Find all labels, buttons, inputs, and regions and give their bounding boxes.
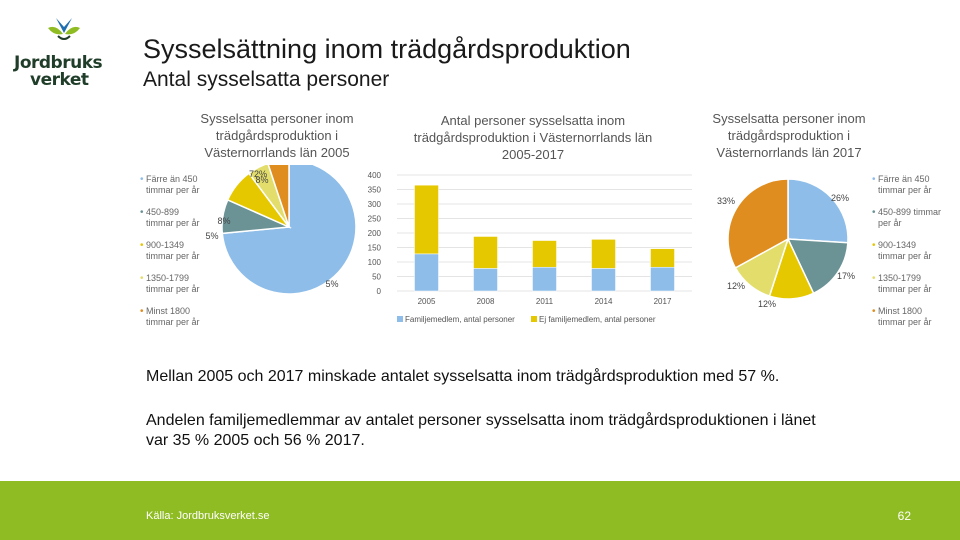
- pie-value-label: 17%: [837, 271, 855, 281]
- bar-segment: [414, 253, 439, 292]
- stacked-bar-chart: 0 50 100 150 200 250 300 350 400 2005 2008 2011 2014…: [368, 171, 692, 324]
- x-tick-label: 2014: [595, 297, 613, 306]
- pie-slice: [267, 165, 290, 228]
- legend-label: Ej familjemedlem, antal personer: [539, 315, 656, 324]
- legend-label: Familjemedlem, antal personer: [405, 315, 515, 324]
- legend-item: Minst 1800 timmar per år: [140, 306, 208, 328]
- pie-2017-title: Sysselsatta personer inom trädgårdsprodu…: [712, 111, 866, 160]
- legend-item: Färre än 450 timmar per år: [872, 174, 944, 196]
- pie-slice: [786, 238, 849, 295]
- pie-chart-2005: 72%8%8%5%5%: [205, 165, 357, 295]
- pie-value-label: 8%: [217, 216, 230, 226]
- logo-line1: Jordbruks: [14, 53, 103, 73]
- pie-value-label: 5%: [205, 231, 218, 241]
- y-tick-label: 50: [372, 273, 381, 282]
- bar-segment: [532, 240, 557, 268]
- legend-item: 450-899 timmar per år: [872, 207, 944, 229]
- legend-item: Minst 1800 timmar per år: [872, 306, 944, 328]
- pie-value-label: 33%: [717, 196, 735, 206]
- bar-segment: [532, 266, 557, 292]
- legend-item: 1350-1799 timmar per år: [140, 273, 208, 295]
- bar-chart-title: Antal personer sysselsatta inom trädgård…: [413, 113, 653, 162]
- pie-value-label: 72%: [249, 169, 267, 179]
- pie-value-label: 5%: [325, 279, 338, 289]
- x-tick-label: 2011: [536, 297, 554, 306]
- legend-swatch: [531, 316, 537, 322]
- pie-2005-legend: Färre än 450 timmar per år 450-899 timma…: [140, 174, 208, 339]
- pie-2005-title: Sysselsatta personer inom trädgårdsprodu…: [200, 111, 354, 160]
- jordbruksverket-logo: Jordbruks verket: [14, 14, 124, 89]
- x-tick-label: 2005: [418, 297, 436, 306]
- logo-leaf-icon: [48, 18, 80, 40]
- pie-slice: [727, 178, 789, 269]
- note-family-share-line1: Andelen familjemedlemmar av antalet pers…: [146, 412, 816, 429]
- bar-segment: [473, 236, 498, 269]
- bar-segment: [650, 248, 675, 268]
- pie-chart-2017: 26% 17% 12% 12% 33%: [717, 178, 855, 309]
- y-tick-label: 100: [368, 258, 382, 267]
- y-tick-label: 250: [368, 215, 382, 224]
- bar-segment: [591, 239, 616, 269]
- pie-slice: [787, 178, 849, 244]
- legend-item: 900-1349 timmar per år: [140, 240, 208, 262]
- note-decrease: Mellan 2005 och 2017 minskade antalet sy…: [146, 368, 780, 385]
- legend-item: 450-899 timmar per år: [140, 207, 208, 229]
- y-tick-label: 350: [368, 186, 382, 195]
- page-title: Sysselsättning inom trädgårdsproduktion: [143, 34, 631, 64]
- bar-segment: [473, 268, 498, 292]
- y-tick-label: 400: [368, 171, 382, 180]
- legend-item: 900-1349 timmar per år: [872, 240, 944, 262]
- page-subtitle: Antal sysselsatta personer: [143, 68, 390, 91]
- legend-item: 1350-1799 timmar per år: [872, 273, 944, 295]
- y-tick-label: 300: [368, 200, 382, 209]
- pie-value-label: 8%: [255, 175, 268, 185]
- pie-2017-legend: Färre än 450 timmar per år 450-899 timma…: [872, 174, 944, 339]
- pie-slice: [247, 165, 290, 228]
- pie-value-label: 12%: [758, 299, 776, 309]
- footer-bar: Källa: Jordbruksverket.se 62: [0, 481, 960, 540]
- source-text: Källa: Jordbruksverket.se: [146, 510, 270, 522]
- y-tick-label: 200: [368, 229, 382, 238]
- pie-slice: [221, 165, 357, 295]
- pie-value-label: 26%: [831, 193, 849, 203]
- bar-segment: [414, 184, 439, 255]
- legend-item: Färre än 450 timmar per år: [140, 174, 208, 196]
- page-number: 62: [897, 509, 911, 523]
- pie-value-label: 12%: [727, 281, 745, 291]
- legend-swatch: [397, 316, 403, 322]
- bar-segment: [650, 266, 675, 292]
- x-tick-label: 2008: [477, 297, 495, 306]
- x-tick-label: 2017: [654, 297, 672, 306]
- note-family-share-line2: var 35 % 2005 och 56 % 2017.: [146, 432, 365, 449]
- y-tick-label: 150: [368, 244, 382, 253]
- bar-segment: [591, 268, 616, 292]
- logo-line2: verket: [30, 70, 89, 90]
- y-tick-label: 0: [377, 287, 382, 296]
